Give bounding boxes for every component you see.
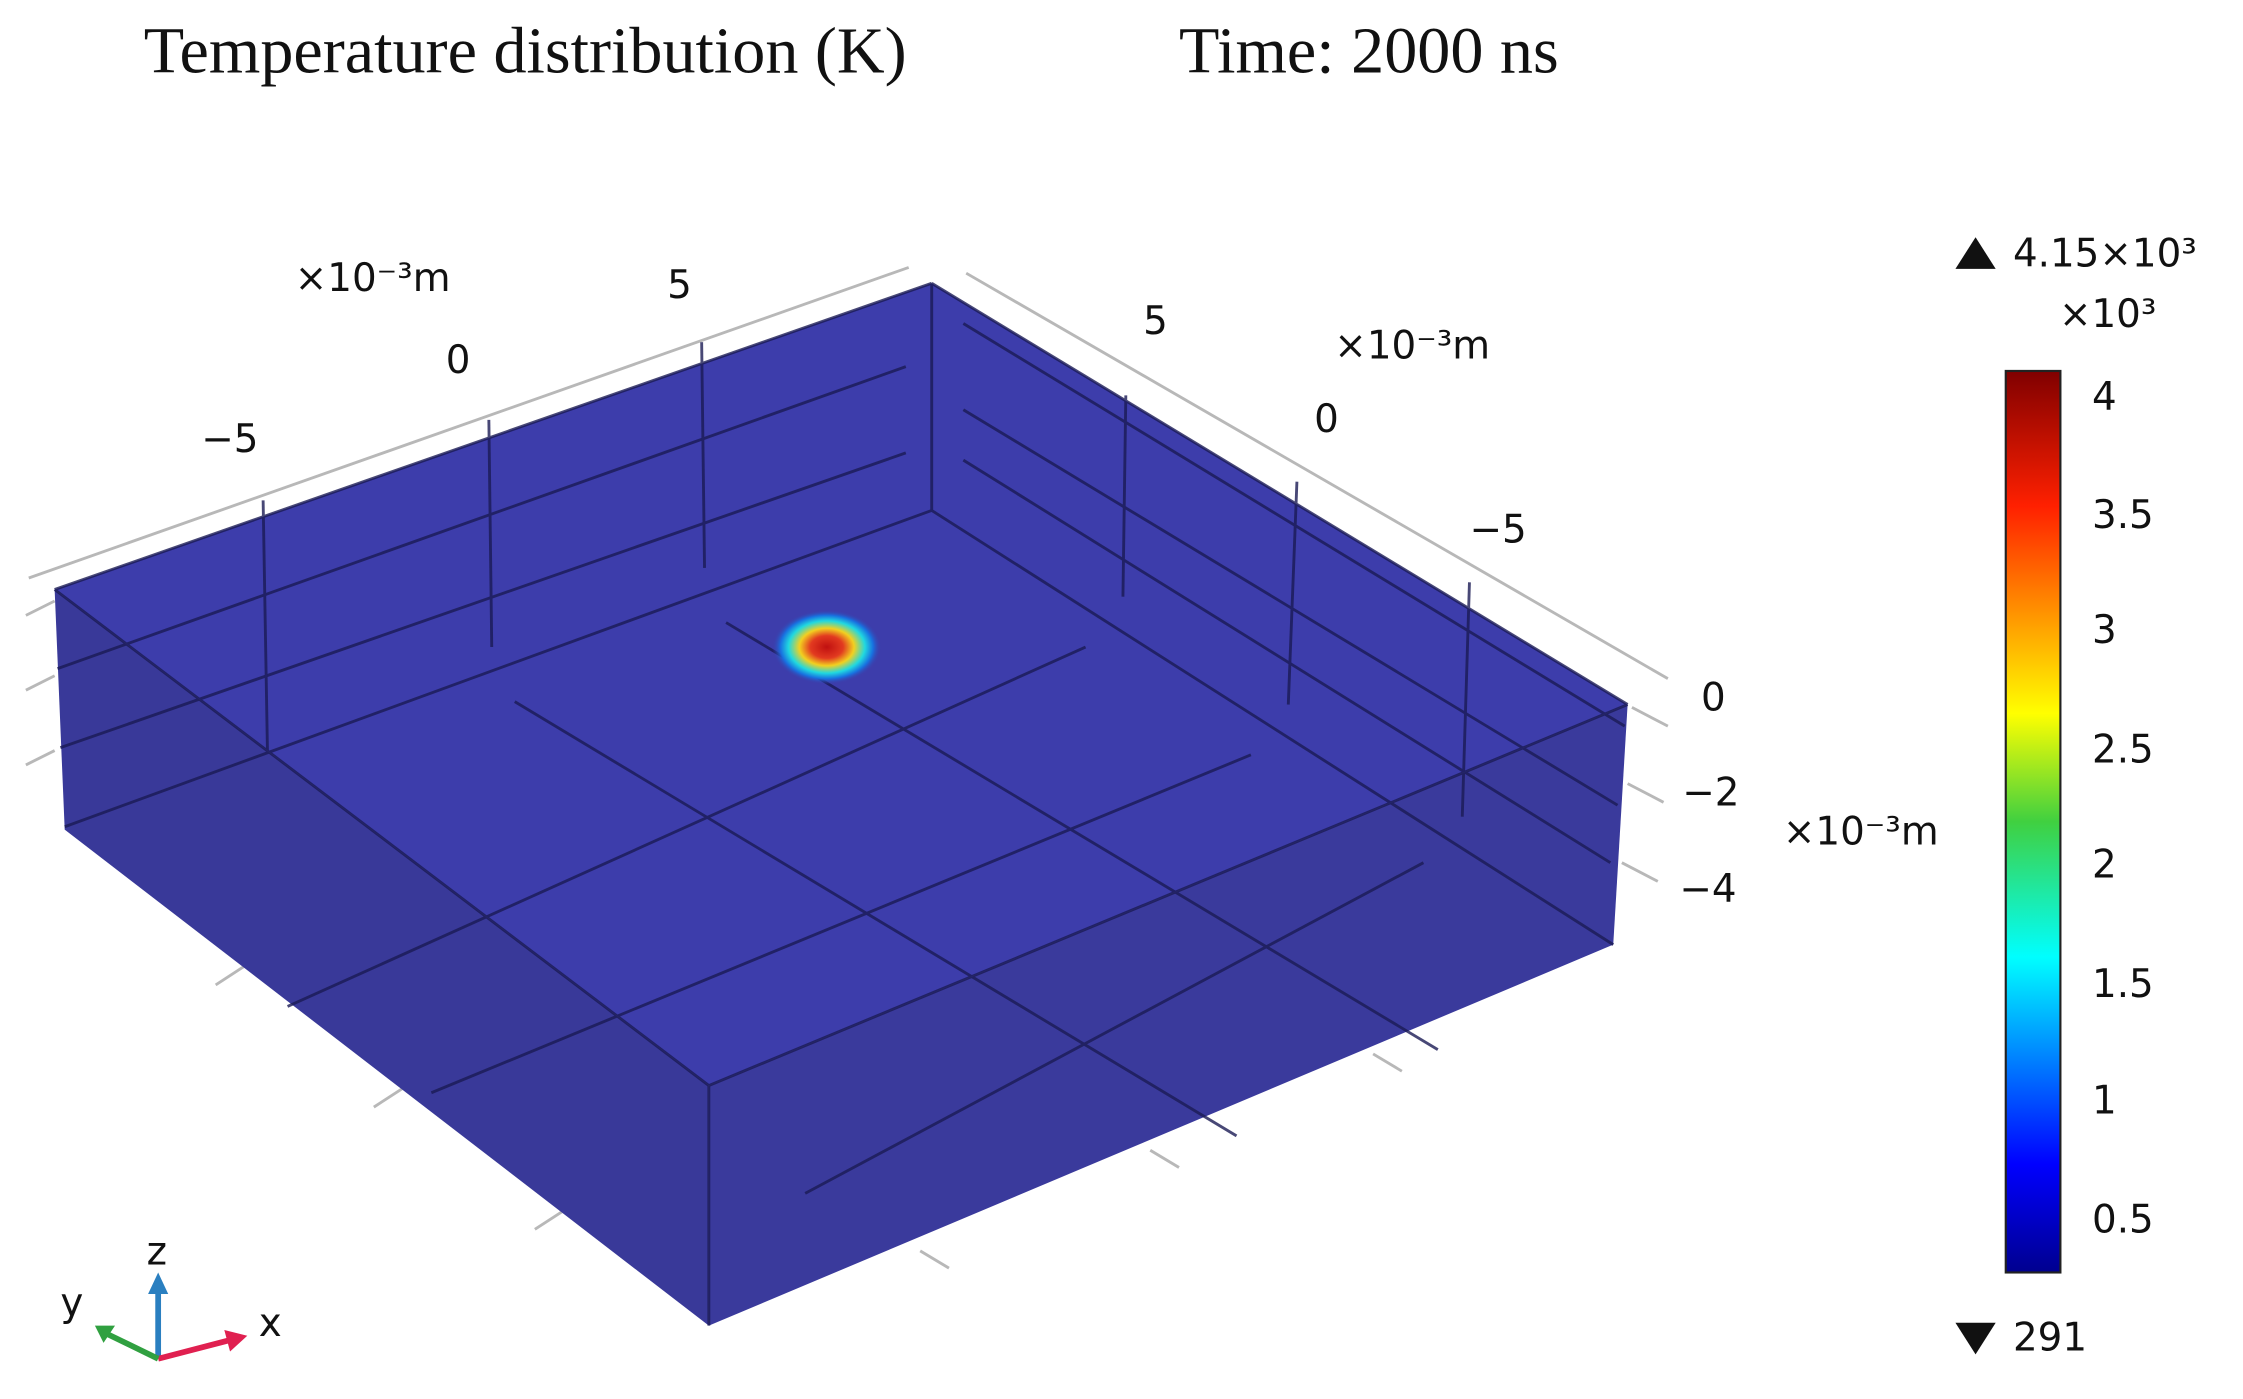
y-tick-label: 0	[1314, 397, 1339, 442]
y-tick-label: −5	[1469, 507, 1526, 552]
z-tick-label: 0	[1701, 676, 1726, 721]
colorbar-tick-label: 4	[2092, 375, 2117, 420]
colorbar-scale: ×10³	[2059, 292, 2156, 337]
title: Temperature distribution (K)	[144, 15, 907, 88]
colorbar-tick-label: 2	[2092, 843, 2117, 888]
x-tick-label: 0	[446, 338, 471, 383]
x-tick-label: −5	[201, 417, 258, 462]
time: Time: 2000 ns	[1179, 15, 1559, 88]
x-axis-line	[28, 266, 910, 580]
y-axis-line	[965, 271, 1669, 680]
z-ticks	[25, 599, 1669, 1270]
colorbar-max: 4.15×10³	[2013, 231, 2197, 276]
domain-box	[53, 281, 1629, 1326]
y-tick-label: 5	[1143, 299, 1168, 344]
hot-spot	[772, 609, 882, 685]
x-axis-unit: ×10⁻³m	[295, 256, 451, 301]
axis-triad: z x y	[60, 1229, 282, 1362]
z-tick-label: −4	[1679, 867, 1736, 912]
colorbar-min: 291	[2013, 1316, 2087, 1361]
colorbar-tick-label: 2.5	[2092, 727, 2154, 772]
colorbar	[2004, 369, 2062, 1274]
colorbar-tick-label: 3	[2092, 608, 2117, 653]
colorbar-tick-label: 1	[2092, 1078, 2117, 1123]
colorbar-tick-label: 0.5	[2092, 1198, 2154, 1243]
x-tick-label: 5	[667, 263, 692, 308]
colorbar-ticks: 4 3.5 3 2.5 2 1.5 1 0.5	[2092, 375, 2154, 1242]
colorbar-tick-label: 1.5	[2092, 962, 2154, 1007]
z-axis-unit: ×10⁻³m	[1783, 809, 1939, 854]
colorbar-tick-label: 3.5	[2092, 493, 2154, 538]
z-tick-label: −2	[1682, 771, 1739, 816]
triad-z: z	[147, 1229, 167, 1274]
max-marker	[1955, 237, 1996, 269]
y-axis-unit: ×10⁻³m	[1334, 323, 1490, 368]
triad-x: x	[259, 1301, 282, 1346]
triad-y: y	[60, 1281, 83, 1326]
min-marker	[1955, 1322, 1996, 1355]
